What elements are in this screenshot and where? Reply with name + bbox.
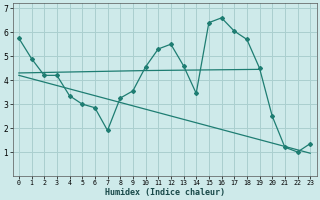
X-axis label: Humidex (Indice chaleur): Humidex (Indice chaleur) bbox=[105, 188, 225, 197]
